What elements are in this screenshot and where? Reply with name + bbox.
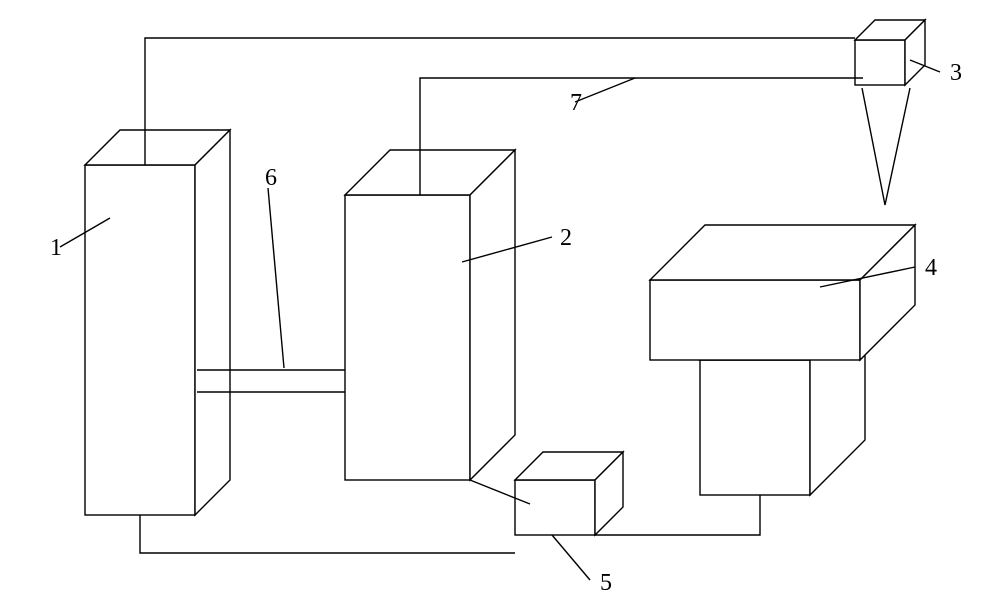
edge-1-to-5	[140, 515, 515, 553]
block-5	[515, 452, 623, 535]
leader-ld7	[575, 78, 635, 102]
edge-1-to-3	[145, 38, 855, 165]
block-4-top	[650, 225, 915, 360]
block-3	[855, 20, 925, 85]
block-2	[345, 150, 515, 480]
label-5: 5	[600, 570, 612, 596]
label-3: 3	[950, 60, 962, 86]
block-3-cone	[862, 88, 910, 205]
label-6: 6	[265, 165, 277, 191]
block-1	[85, 130, 230, 515]
label-2: 2	[560, 225, 572, 251]
leader-ld6	[268, 188, 284, 368]
label-4: 4	[925, 255, 937, 281]
leader-ld5	[552, 535, 590, 580]
label-1: 1	[50, 235, 62, 261]
label-7: 7	[570, 90, 582, 116]
diagram-canvas: 1 2 3 4 5 6 7	[0, 0, 1000, 604]
